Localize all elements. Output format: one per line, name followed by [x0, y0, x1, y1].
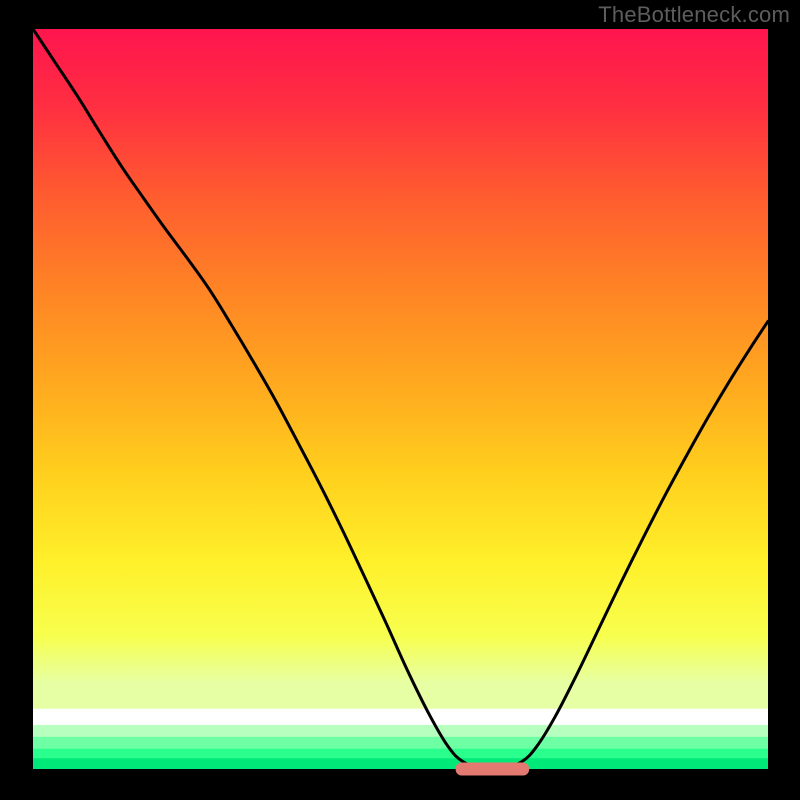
bottleneck-chart: [0, 0, 800, 800]
chart-frame: TheBottleneck.com: [0, 0, 800, 800]
optimal-range-marker: [456, 763, 530, 776]
